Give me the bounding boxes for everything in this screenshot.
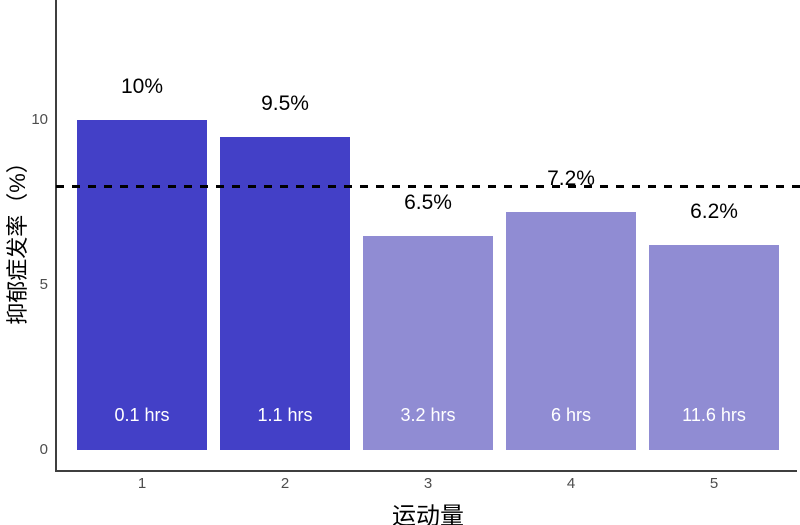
bar [77, 120, 207, 450]
x-tick-label: 1 [137, 475, 147, 492]
bar-value-label: 7.2% [547, 167, 595, 191]
bar-inner-label: 6 hrs [550, 405, 592, 425]
bar-inner-label: 3.2 hrs [400, 405, 456, 425]
y-tick-label: 5 [39, 276, 48, 293]
bar [363, 235, 493, 450]
bar-value-label: 6.2% [690, 200, 738, 224]
x-axis-title: 运动量 [392, 503, 464, 525]
x-axis-line [55, 470, 797, 472]
bar-inner-label: 0.1 hrs [114, 405, 170, 425]
x-tick-label: 4 [566, 475, 576, 492]
x-tick-label: 2 [280, 475, 290, 492]
bar [220, 136, 350, 450]
bar-inner-label: 11.6 hrs [682, 405, 746, 425]
bar [649, 245, 779, 450]
y-axis-title-text: 抑郁症发率（%） [5, 151, 30, 325]
bar-value-label: 10% [120, 75, 164, 98]
bar-value-label: 9.5% [261, 91, 309, 115]
x-tick-label: 3 [423, 475, 433, 492]
y-tick-label: 10 [31, 111, 48, 128]
bar-value-label: 6.5% [404, 190, 452, 214]
y-tick-label: 0 [39, 441, 48, 458]
bar [506, 212, 636, 450]
bar-inner-label: 1.1 hrs [257, 405, 313, 425]
y-axis-line [55, 0, 57, 472]
x-tick-label: 5 [709, 475, 719, 492]
reference-dashed-line [56, 185, 800, 188]
